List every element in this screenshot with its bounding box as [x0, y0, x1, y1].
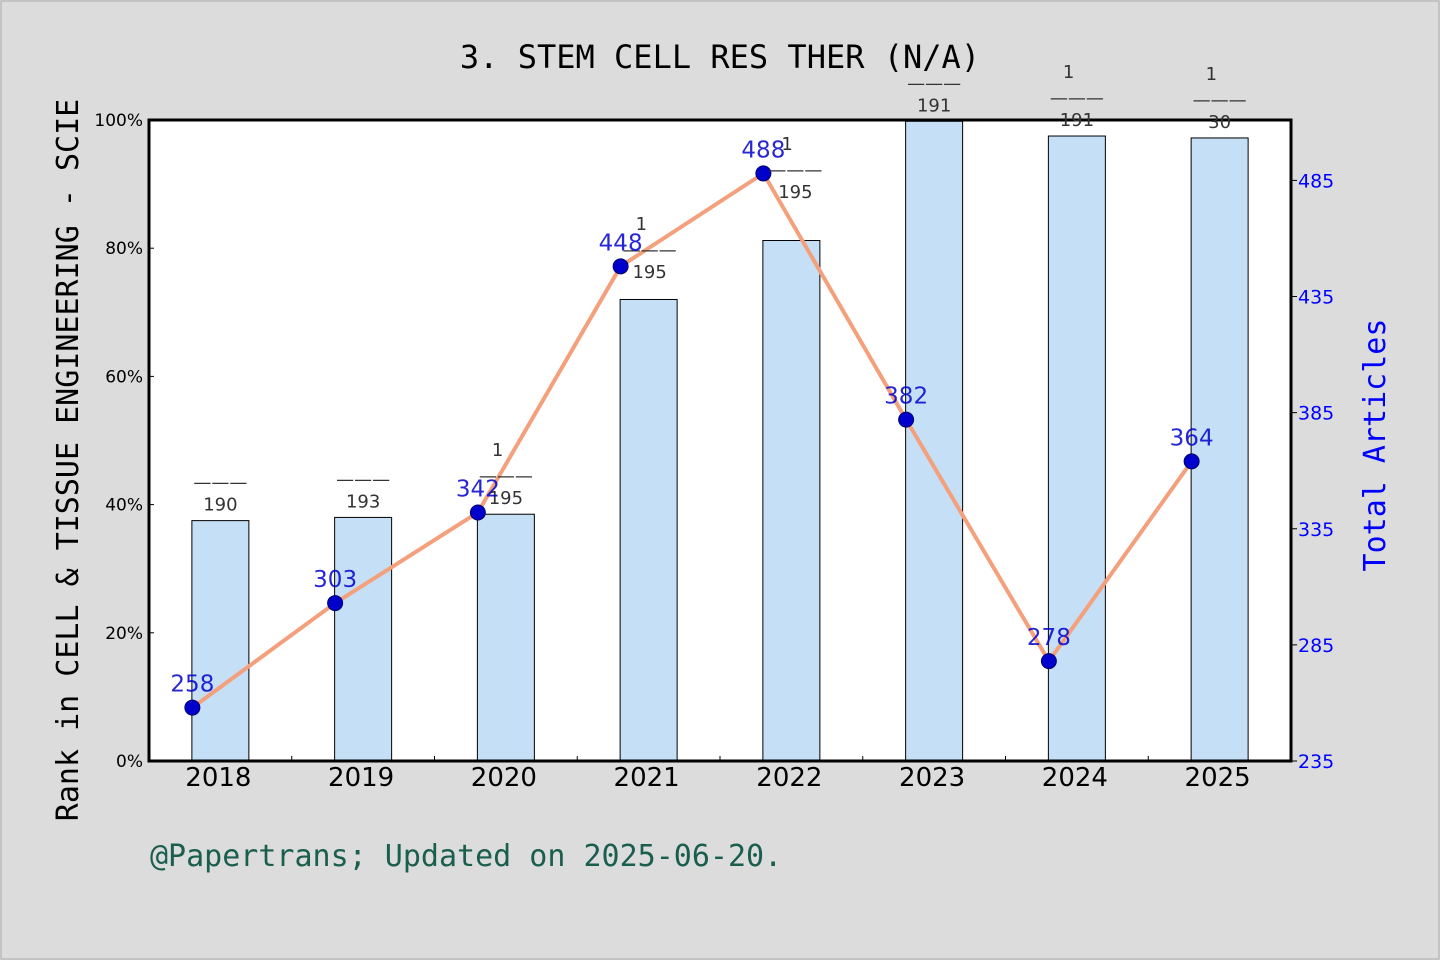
rank-numerator-2022: 1 [781, 134, 792, 155]
rank-denominator-2025: 30 [1208, 112, 1231, 133]
articles-marker-2024 [1040, 653, 1057, 670]
rank-bar-2018: ——— [193, 473, 247, 494]
articles-marker-2022 [755, 165, 772, 182]
axis-layer: 2018 2019 2020 2021 2022 2023 2024 2025 0% 20% 40%… [94, 111, 1334, 793]
articles-marker-2020 [469, 504, 486, 521]
rank-denominator-2021: 195 [632, 262, 666, 283]
point-label-2019: 303 [313, 567, 357, 593]
bar-2023 [905, 120, 964, 762]
articles-marker-2018 [184, 699, 201, 716]
point-label-2024: 278 [1027, 625, 1071, 651]
rank-numerator-2025: 1 [1206, 64, 1217, 85]
rank-label-2019: ———193 [336, 469, 390, 512]
point-label-2021: 448 [599, 230, 643, 256]
bars-layer [191, 120, 1249, 762]
rank-denominator-2023: 191 [917, 95, 951, 116]
rank-denominator-2022: 195 [778, 182, 812, 203]
articles-marker-2019 [327, 595, 344, 612]
y2-tick-label-4: 435 [1298, 287, 1334, 309]
rank-denominator-2019: 193 [346, 491, 380, 512]
y2-tick-label-0: 235 [1298, 751, 1334, 773]
rank-label-layer: ———190———1931———1951———1951———195———1911… [193, 62, 1246, 516]
line-layer [184, 165, 1200, 716]
y2-tick-label-3: 385 [1298, 403, 1334, 425]
y-tick-label-1: 20% [105, 624, 143, 644]
x-tick-label-2018: 2018 [185, 763, 251, 793]
point-label-2018: 258 [170, 672, 214, 698]
rank-denominator-2018: 190 [203, 495, 237, 516]
bar-2018 [191, 520, 250, 762]
x-tick-label-2023: 2023 [899, 763, 965, 793]
rank-bar-2022: ——— [768, 160, 822, 181]
rank-label-2025: 1 ———30 [1193, 64, 1247, 133]
bar-2019 [334, 516, 393, 762]
bar-2024 [1047, 135, 1106, 762]
rank-bar-2019: ——— [336, 469, 390, 490]
rank-label-2018: ———190 [193, 473, 247, 516]
rank-bar-2020: ——— [479, 466, 533, 487]
articles-marker-2025 [1183, 453, 1200, 470]
rank-label-2022: 1 ———195 [768, 134, 822, 203]
rank-label-2024: 1 ———191 [1050, 62, 1104, 131]
articles-marker-2023 [898, 411, 915, 428]
y-tick-label-2: 40% [105, 496, 143, 516]
rank-numerator-2020: 1 [492, 440, 503, 461]
footer-note: @Papertrans; Updated on 2025-06-20. [150, 839, 782, 874]
plot-area [149, 120, 1291, 761]
x-tick-label-2024: 2024 [1042, 763, 1108, 793]
rank-denominator-2024: 191 [1060, 110, 1094, 131]
point-label-2020: 342 [456, 476, 500, 502]
bar-2021 [619, 298, 678, 762]
point-label-2022: 488 [741, 137, 785, 163]
rank-numerator-2024: 1 [1063, 62, 1074, 83]
x-tick-label-2025: 2025 [1185, 763, 1251, 793]
bar-2022 [762, 240, 821, 762]
y-tick-label-0: 0% [116, 752, 143, 772]
x-tick-label-2019: 2019 [328, 763, 394, 793]
y2-axis-title: Total Articles [1358, 319, 1393, 572]
y-axis-title: Rank in CELL & TISSUE ENGINEERING - SCIE [51, 99, 86, 821]
y-tick-label-5: 100% [94, 111, 143, 131]
chart-title: 3. STEM CELL RES THER (N/A) [460, 38, 980, 76]
x-tick-label-2022: 2022 [756, 763, 822, 793]
y-tick-label-4: 80% [105, 239, 143, 259]
rank-denominator-2020: 195 [489, 488, 523, 509]
rank-label-2020: 1 ———195 [479, 440, 533, 509]
rank-numerator-2021: 1 [636, 214, 647, 235]
rank-bar-2021: ——— [623, 240, 677, 261]
rank-bar-2023: ——— [907, 73, 961, 94]
bar-2020 [476, 513, 535, 762]
rank-bar-2025: ——— [1193, 90, 1247, 111]
point-label-layer: 258 303 342 448 488 382 278 364 [170, 137, 1213, 697]
x-tick-label-2021: 2021 [614, 763, 680, 793]
articles-marker-2021 [612, 258, 629, 275]
y2-tick-label-2: 335 [1298, 519, 1334, 541]
y2-tick-label-5: 485 [1298, 170, 1334, 192]
rank-label-2023: ———191 [907, 73, 961, 116]
x-tick-label-2020: 2020 [471, 763, 537, 793]
y2-tick-label-1: 285 [1298, 635, 1334, 657]
y-tick-label-3: 60% [105, 367, 143, 387]
point-label-2025: 364 [1170, 425, 1214, 451]
rank-bar-2024: ——— [1050, 88, 1104, 109]
rank-label-2021: 1 ———195 [623, 214, 677, 283]
articles-line [191, 171, 1194, 710]
point-label-2023: 382 [884, 384, 928, 410]
